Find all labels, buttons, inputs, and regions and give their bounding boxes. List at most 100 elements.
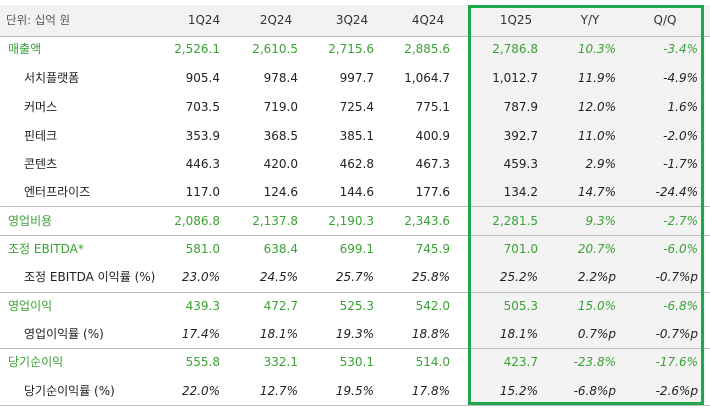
row-cell: 17.4% (181, 327, 220, 341)
row-cell: 905.4 (185, 71, 220, 85)
row-cell: 505.3 (503, 299, 538, 313)
row-cell: -2.6%p (655, 384, 698, 398)
table-row: 당기순이익 555.8 332.1 530.1 514.0 423.7 -23.8% -17.… (0, 348, 710, 376)
row-divider (0, 235, 710, 236)
row-cell: 24.5% (259, 270, 298, 284)
row-cell: -2.0% (663, 129, 698, 143)
row-cell: 368.5 (263, 129, 298, 143)
row-cell: -0.7%p (655, 270, 698, 284)
row-label: 핀테크 (24, 129, 58, 143)
row-cell: 392.7 (503, 129, 538, 143)
row-cell: -23.8% (573, 355, 616, 369)
row-cell: -6.8% (663, 299, 698, 313)
row-label: 커머스 (24, 100, 58, 114)
row-divider (0, 292, 710, 293)
row-cell: 12.0% (577, 100, 616, 114)
row-label: 조정 EBITDA 이익률 (%) (24, 270, 156, 284)
row-cell: 581.0 (185, 242, 220, 256)
row-divider (0, 206, 710, 207)
row-cell: 745.9 (415, 242, 450, 256)
row-cell: 2,190.3 (328, 214, 374, 228)
row-cell: 177.6 (415, 185, 450, 199)
row-cell: -1.7% (663, 157, 698, 171)
col-header-qq: Q/Q (653, 13, 677, 27)
row-cell: -4.9% (663, 71, 698, 85)
row-cell: 22.0% (181, 384, 220, 398)
row-cell: 11.9% (577, 71, 616, 85)
row-cell: 2,786.8 (492, 42, 538, 56)
col-header-2q24: 2Q24 (259, 13, 293, 27)
row-cell: 462.8 (339, 157, 374, 171)
row-cell: 555.8 (185, 355, 220, 369)
row-label: 엔터프라이즈 (24, 185, 91, 199)
row-cell: -6.8%p (573, 384, 616, 398)
row-label: 영업이익률 (%) (24, 327, 104, 341)
row-cell: 12.7% (259, 384, 298, 398)
row-label: 조정 EBITDA* (8, 242, 84, 256)
row-cell: 19.3% (335, 327, 374, 341)
row-cell: 2,526.1 (174, 42, 220, 56)
row-cell: 2,885.6 (404, 42, 450, 56)
row-cell: 997.7 (339, 71, 374, 85)
col-header-1q25: 1Q25 (499, 13, 533, 27)
row-cell: -17.6% (655, 355, 698, 369)
row-cell: 439.3 (185, 299, 220, 313)
row-cell: 134.2 (503, 185, 538, 199)
row-cell: 530.1 (339, 355, 374, 369)
row-divider (0, 405, 710, 406)
row-cell: 787.9 (503, 100, 538, 114)
row-cell: 385.1 (339, 129, 374, 143)
row-cell: 18.1% (259, 327, 298, 341)
table-row: 매출액 2,526.1 2,610.5 2,715.6 2,885.6 2,786.8 10… (0, 36, 710, 63)
table-row: 당기순이익률 (%) 22.0% 12.7% 19.5% 17.8% 15.2% -6.8%… (0, 377, 710, 405)
row-cell: 703.5 (185, 100, 220, 114)
row-cell: 525.3 (339, 299, 374, 313)
row-cell: -2.7% (663, 214, 698, 228)
col-header-1q24: 1Q24 (187, 13, 221, 27)
row-cell: 2,343.6 (404, 214, 450, 228)
row-cell: 2,281.5 (492, 214, 538, 228)
row-cell: 14.7% (577, 185, 616, 199)
col-header-4q24: 4Q24 (411, 13, 445, 27)
row-cell: 17.8% (411, 384, 450, 398)
row-cell: 9.3% (585, 214, 617, 228)
row-cell: 472.7 (263, 299, 298, 313)
row-cell: 400.9 (415, 129, 450, 143)
row-cell: 1,012.7 (492, 71, 538, 85)
row-cell: 15.0% (577, 299, 616, 313)
row-cell: 11.0% (577, 129, 616, 143)
header-divider (0, 36, 710, 37)
row-cell: -6.0% (663, 242, 698, 256)
table-row: 영업이익률 (%) 17.4% 18.1% 19.3% 18.8% 18.1% 0.7%p -… (0, 320, 710, 348)
row-cell: 2.9% (585, 157, 617, 171)
highlight-shade (472, 36, 706, 406)
row-cell: 2,715.6 (328, 42, 374, 56)
row-cell: -3.4% (663, 42, 698, 56)
row-cell: 638.4 (263, 242, 298, 256)
table-row: 조정 EBITDA* 581.0 638.4 699.1 745.9 701.0 20.7%… (0, 236, 710, 263)
row-cell: -0.7%p (655, 327, 698, 341)
table-row: 핀테크 353.9 368.5 385.1 400.9 392.7 11.0% -2.0% (0, 122, 710, 150)
row-cell: 467.3 (415, 157, 450, 171)
row-cell: 725.4 (339, 100, 374, 114)
row-divider (0, 348, 710, 349)
table-row: 영업비용 2,086.8 2,137.8 2,190.3 2,343.6 2,281.5 9… (0, 206, 710, 236)
row-cell: 2.2%p (577, 270, 616, 284)
table-row: 콘텐츠 446.3 420.0 462.8 467.3 459.3 2.9% -1.7% (0, 150, 710, 178)
table-row: 엔터프라이즈 117.0 124.6 144.6 177.6 134.2 14.7% -24.… (0, 178, 710, 206)
row-cell: 459.3 (503, 157, 538, 171)
row-cell: 25.7% (335, 270, 374, 284)
row-label: 영업비용 (8, 214, 53, 228)
row-cell: 10.3% (577, 42, 616, 56)
row-cell: 2,086.8 (174, 214, 220, 228)
table-header: 단위: 십억 원 1Q24 2Q24 3Q24 4Q24 1Q25 Y/Y Q/… (0, 5, 710, 36)
row-cell: 542.0 (415, 299, 450, 313)
row-cell: 23.0% (181, 270, 220, 284)
row-label: 당기순이익 (8, 355, 64, 369)
row-cell: 1,064.7 (404, 71, 450, 85)
row-cell: 19.5% (335, 384, 374, 398)
row-label: 서치플랫폼 (24, 71, 80, 85)
table-row: 서치플랫폼 905.4 978.4 997.7 1,064.7 1,012.7 11.9% -… (0, 64, 710, 92)
row-cell: 15.2% (499, 384, 538, 398)
table-row: 커머스 703.5 719.0 725.4 775.1 787.9 12.0% 1.6% (0, 93, 710, 121)
